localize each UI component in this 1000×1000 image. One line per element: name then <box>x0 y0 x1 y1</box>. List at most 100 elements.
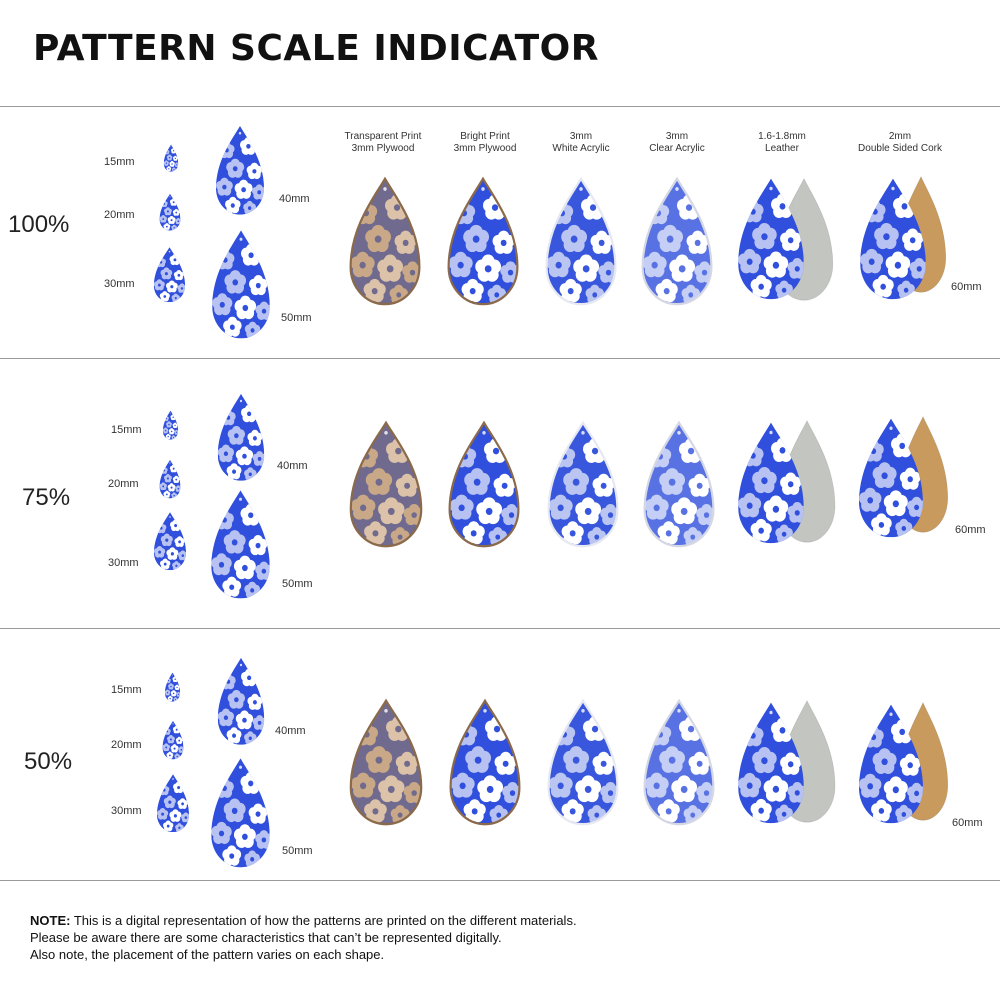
floral-pattern-icon <box>738 422 804 544</box>
floral-pattern-icon <box>738 702 804 824</box>
size-label-60: 60mm <box>951 281 982 293</box>
size-label-30: 30mm <box>104 278 135 290</box>
size-sample-50mm <box>204 488 277 600</box>
floral-pattern-icon <box>641 176 713 306</box>
size-label-40: 40mm <box>277 460 308 472</box>
floral-pattern-icon <box>217 657 265 745</box>
floral-pattern-icon <box>859 418 923 538</box>
material-sample-leather <box>730 176 812 301</box>
material-sample-clear-acrylic <box>634 176 720 306</box>
size-label-15: 15mm <box>111 684 142 696</box>
note-line-3: Also note, the placement of the pattern … <box>30 947 385 962</box>
size-sample-20mm <box>160 720 186 760</box>
scale-label-100: 100% <box>8 211 70 238</box>
floral-pattern-icon <box>545 176 617 306</box>
note-bold-label: NOTE: <box>30 913 71 928</box>
floral-pattern-icon <box>349 698 423 826</box>
material-sample-bright-plywood <box>442 698 528 826</box>
size-sample-20mm <box>157 459 183 499</box>
size-sample-30mm <box>150 246 189 303</box>
floral-pattern-icon <box>163 144 179 172</box>
size-label-50: 50mm <box>282 845 313 857</box>
material-sample-leather <box>730 700 812 825</box>
size-sample-20mm <box>157 193 183 231</box>
floral-pattern-icon <box>859 704 923 824</box>
material-sample-white-acrylic <box>540 420 626 548</box>
floral-pattern-icon <box>159 193 181 231</box>
floral-pattern-icon <box>643 420 715 548</box>
floral-pattern-icon <box>860 178 926 300</box>
material-label-cork: 2mm Double Sided Cork <box>858 131 942 154</box>
floral-pattern-icon <box>159 459 181 499</box>
note-line-2: Please be aware there are some character… <box>30 930 502 945</box>
size-label-15: 15mm <box>111 424 142 436</box>
material-sample-clear-acrylic <box>636 420 722 548</box>
size-label-20: 20mm <box>108 478 139 490</box>
material-sample-cork <box>851 702 931 825</box>
divider-1 <box>0 358 1000 359</box>
disclaimer-note: NOTE: This is a digital representation o… <box>30 912 577 963</box>
material-label-clear-acrylic: 3mm Clear Acrylic <box>649 131 705 154</box>
size-label-30: 30mm <box>108 557 139 569</box>
floral-pattern-icon <box>349 176 421 306</box>
floral-pattern-icon <box>449 698 521 826</box>
floral-pattern-icon <box>211 490 270 599</box>
material-label-bright-plywood: Bright Print 3mm Plywood <box>453 131 517 154</box>
note-line-1: This is a digital representation of how … <box>73 913 577 928</box>
size-sample-30mm <box>150 511 190 571</box>
floral-pattern-icon <box>217 393 265 481</box>
size-label-50: 50mm <box>281 312 312 324</box>
size-sample-40mm <box>212 656 270 746</box>
floral-pattern-icon <box>448 420 520 548</box>
size-label-20: 20mm <box>111 739 142 751</box>
divider-bottom <box>0 880 1000 881</box>
scale-label-75: 75% <box>22 484 71 511</box>
size-label-40: 40mm <box>279 193 310 205</box>
section-100: 100% 15mm 20mm 30mm 40mm 50mm 60mm <box>0 106 1000 376</box>
material-sample-leather <box>730 420 812 545</box>
floral-pattern-icon <box>547 698 619 826</box>
material-label-leather: 1.6-1.8mm Leather <box>758 131 806 154</box>
floral-pattern-icon <box>154 512 186 571</box>
material-sample-white-acrylic <box>540 698 626 826</box>
size-label-60: 60mm <box>952 817 983 829</box>
material-sample-white-acrylic <box>538 176 624 306</box>
material-sample-transparent-plywood <box>342 698 430 826</box>
size-label-15: 15mm <box>104 156 135 168</box>
floral-pattern-icon <box>349 420 423 548</box>
material-sample-transparent-plywood <box>342 420 430 548</box>
floral-pattern-icon <box>157 774 189 833</box>
size-sample-40mm <box>210 124 270 216</box>
floral-pattern-icon <box>643 698 715 826</box>
divider-2 <box>0 628 1000 629</box>
material-sample-bright-plywood <box>440 176 526 306</box>
material-sample-cork <box>852 176 934 301</box>
page-title: PATTERN SCALE INDICATOR <box>33 28 600 69</box>
floral-pattern-icon <box>738 178 804 300</box>
size-label-30: 30mm <box>111 805 142 817</box>
material-sample-bright-plywood <box>441 420 527 548</box>
floral-pattern-icon <box>212 230 270 339</box>
section-50: 50% 15mm 20mm 30mm 40mm 50mm 60mm <box>0 628 1000 898</box>
material-sample-transparent-plywood <box>342 176 428 306</box>
size-sample-15mm <box>161 410 180 440</box>
size-sample-30mm <box>153 773 193 833</box>
floral-pattern-icon <box>211 758 270 868</box>
section-75: 75% 15mm 20mm 30mm 40mm 50mm 60mm <box>0 358 1000 628</box>
size-label-20: 20mm <box>104 209 135 221</box>
floral-pattern-icon <box>216 125 264 215</box>
material-label-white-acrylic: 3mm White Acrylic <box>552 131 610 154</box>
floral-pattern-icon <box>153 247 186 303</box>
material-label-transparent-plywood: Transparent Print 3mm Plywood <box>344 131 422 154</box>
size-label-50: 50mm <box>282 578 313 590</box>
size-label-40: 40mm <box>275 725 306 737</box>
scale-label-50: 50% <box>24 748 73 775</box>
material-sample-cork <box>851 416 931 539</box>
floral-pattern-icon <box>162 720 184 760</box>
floral-pattern-icon <box>162 410 179 440</box>
size-sample-50mm <box>204 756 277 869</box>
size-sample-50mm <box>205 228 277 340</box>
size-sample-15mm <box>162 144 180 172</box>
floral-pattern-icon <box>447 176 519 306</box>
floral-pattern-icon <box>164 672 181 702</box>
